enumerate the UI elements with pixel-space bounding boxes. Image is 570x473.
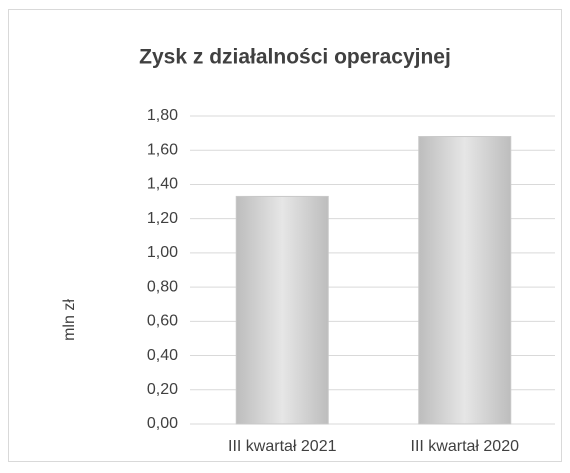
y-tick-label: 1,60 (147, 141, 178, 158)
y-tick-label: 1,00 (147, 244, 178, 261)
bar (418, 136, 512, 425)
y-tick-label: 0,20 (147, 381, 178, 398)
y-tick-label: 1,20 (147, 210, 178, 227)
x-tick-label: III kwartał 2021 (228, 438, 337, 455)
chart-title: Zysk z działalności operacyjnej (139, 46, 451, 69)
bar (235, 195, 329, 425)
y-axis-label: mln zł (61, 299, 78, 341)
y-tick-label: 1,80 (147, 107, 178, 124)
y-tick-label: 0,40 (147, 347, 178, 364)
y-tick-label: 0,60 (147, 313, 178, 330)
y-tick-label: 0,80 (147, 278, 178, 295)
y-tick-label: 0,00 (147, 415, 178, 432)
x-tick-label: III kwartał 2020 (411, 438, 520, 455)
y-tick-label: 1,40 (147, 176, 178, 193)
